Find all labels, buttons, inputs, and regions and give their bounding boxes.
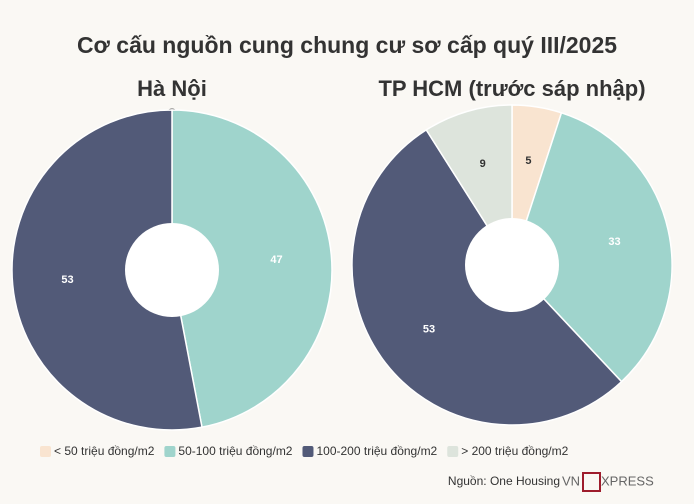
pie-slice (511, 111, 673, 383)
donut-hole (125, 223, 219, 317)
data-label: 33 (608, 236, 620, 248)
data-label: 53 (61, 274, 73, 286)
legend-swatch (302, 446, 314, 457)
pie-slice (11, 109, 203, 431)
subtitle: Hà Nội (137, 76, 207, 101)
chart-title: Cơ cấu nguồn cung chung cư sơ cấp quý II… (77, 32, 617, 58)
brand-logo (582, 472, 601, 492)
legend-label: < 50 triệu đồng/m2 (54, 444, 155, 458)
legend-label: 100-200 triệu đồng/m2 (316, 444, 437, 458)
data-label: 53 (423, 323, 435, 335)
data-label: 5 (525, 155, 531, 167)
legend-label: > 200 triệu đồng/m2 (461, 444, 568, 458)
pie-slice (171, 109, 333, 429)
data-label: 47 (270, 254, 282, 266)
brand: XPRESS (601, 473, 654, 488)
donut-hole (465, 218, 559, 312)
data-label: 9 (480, 158, 486, 170)
legend-label: 50-100 triệu đồng/m2 (178, 444, 292, 458)
source: Nguồn: One Housing (448, 474, 560, 488)
brand: VN (562, 473, 580, 488)
legend-swatch (164, 446, 176, 457)
legend-swatch (40, 446, 51, 457)
subtitle: TP HCM (trước sáp nhập) (378, 76, 645, 101)
legend-swatch (447, 446, 459, 457)
